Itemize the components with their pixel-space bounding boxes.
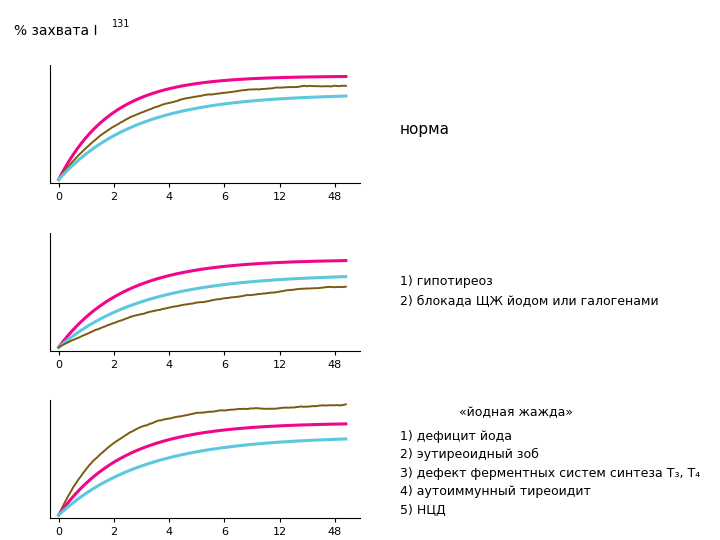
Text: норма: норма: [400, 122, 450, 137]
Text: «йодная жажда»: «йодная жажда»: [459, 406, 572, 419]
Text: 131: 131: [112, 19, 130, 29]
Text: 1) гипотиреоз
2) блокада ЩЖ йодом или галогенами: 1) гипотиреоз 2) блокада ЩЖ йодом или га…: [400, 275, 659, 308]
Text: 1) дефицит йода
2) эутиреоидный зоб
3) дефект ферментных систем синтеза Т₃, Т₄
4: 1) дефицит йода 2) эутиреоидный зоб 3) д…: [400, 430, 700, 517]
Text: % захвата I: % захвата I: [14, 24, 98, 38]
